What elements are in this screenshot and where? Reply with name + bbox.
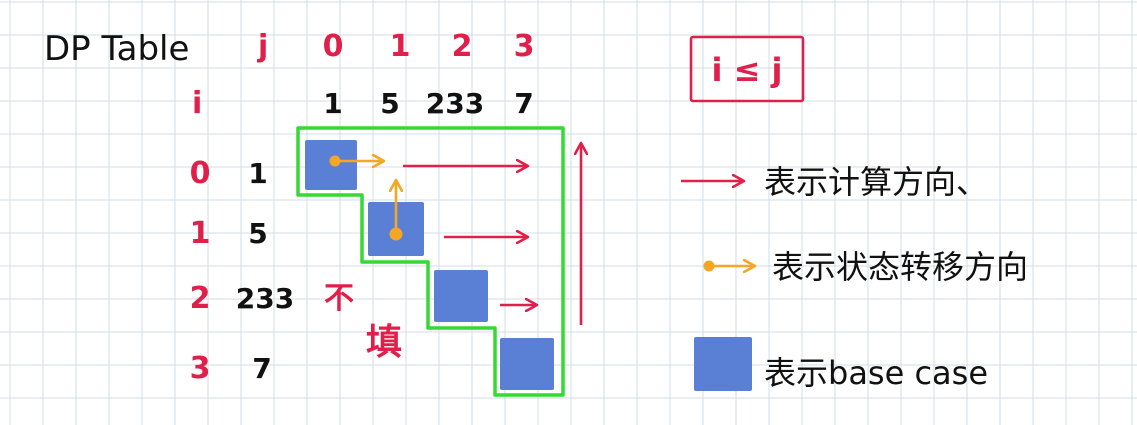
- j-axis-label: j: [257, 29, 268, 64]
- legend-base-case-label: 表示base case: [764, 354, 988, 392]
- col-value-0: 1: [323, 87, 342, 120]
- col-value-1: 5: [380, 87, 399, 120]
- legend-compute-label: 表示计算方向、: [764, 163, 988, 201]
- col-header-2: 2: [452, 29, 473, 64]
- row-value-2: 233: [236, 282, 294, 315]
- base-case-cell-0: [305, 140, 357, 190]
- row-value-3: 7: [252, 352, 271, 385]
- not-fill-label-1: 不: [324, 281, 354, 316]
- row-header-0: 0: [190, 156, 211, 191]
- col-header-1: 1: [390, 29, 411, 64]
- col-value-3: 7: [514, 87, 533, 120]
- legend-base-case-square: [694, 337, 752, 391]
- base-case-cell-2: [434, 270, 488, 322]
- row-header-2: 2: [190, 281, 211, 316]
- not-fill-label-2: 填: [366, 322, 402, 363]
- condition-box: [689, 35, 805, 103]
- row-value-0: 1: [248, 157, 267, 190]
- condition-label: i ≤ j: [711, 51, 782, 89]
- i-axis-label: i: [192, 86, 202, 121]
- table-title: DP Table: [44, 29, 189, 69]
- row-header-3: 3: [190, 351, 211, 386]
- col-header-0: 0: [323, 29, 344, 64]
- legend-transition-label: 表示状态转移方向: [772, 248, 1028, 286]
- row-header-1: 1: [190, 216, 211, 251]
- col-header-3: 3: [514, 29, 535, 64]
- row-value-1: 5: [248, 217, 267, 250]
- base-case-cell-3: [500, 338, 554, 390]
- upper-triangle-boundary: [296, 126, 565, 397]
- col-value-2: 233: [426, 87, 484, 120]
